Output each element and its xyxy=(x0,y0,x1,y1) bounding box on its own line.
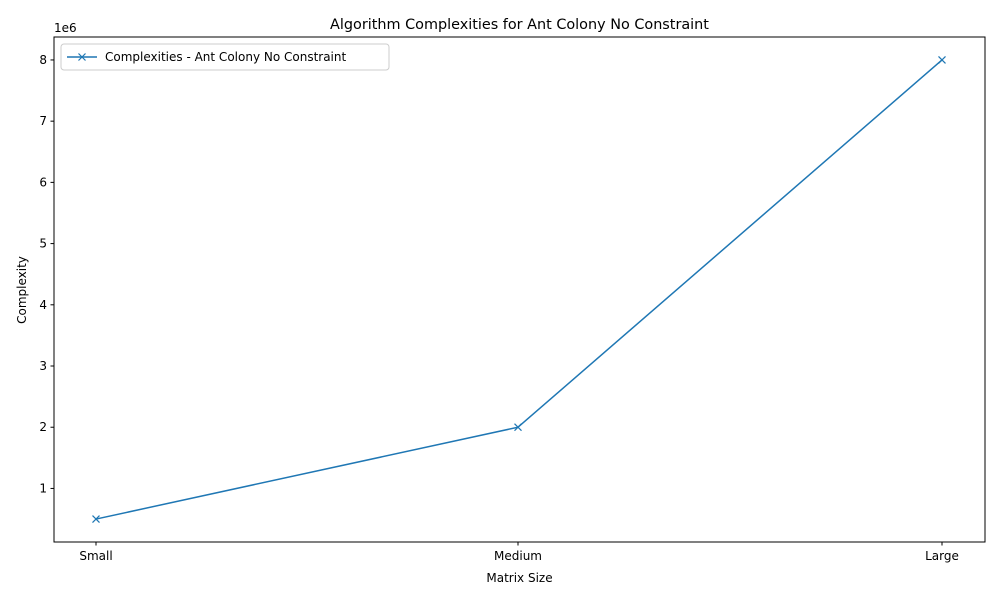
legend-x-marker xyxy=(78,53,86,61)
y-tick-label: 4 xyxy=(39,298,47,312)
x-tick-label: Medium xyxy=(494,549,542,563)
y-tick-label: 3 xyxy=(39,359,47,373)
series-line xyxy=(95,59,943,520)
y-tick-label: 1 xyxy=(39,481,47,495)
marker-stroke xyxy=(92,515,100,523)
y-tick-label: 8 xyxy=(39,53,47,67)
series-layer xyxy=(92,56,946,523)
x-tick-label: Large xyxy=(925,549,959,563)
x-tick-label: Small xyxy=(79,549,112,563)
marker-stroke xyxy=(938,56,946,64)
y-tick-label: 6 xyxy=(39,175,47,189)
y-axis-ticks: 1 2 3 4 5 6 7 8 xyxy=(39,53,54,495)
legend-entry-label: Complexities - Ant Colony No Constraint xyxy=(105,50,346,64)
x-axis-label: Matrix Size xyxy=(486,571,552,585)
data-point-marker xyxy=(92,515,100,523)
plot-area xyxy=(53,36,986,543)
legend-box xyxy=(60,43,390,71)
marker-stroke xyxy=(514,423,522,432)
chart-title: Algorithm Complexities for Ant Colony No… xyxy=(330,17,709,33)
legend: Complexities - Ant Colony No Constraint xyxy=(60,43,390,71)
y-tick-label: 5 xyxy=(39,237,47,251)
y-axis-offset-label: 1e6 xyxy=(54,21,77,35)
data-point-marker xyxy=(514,423,522,432)
y-axis-label: Complexity xyxy=(15,256,29,324)
legend-marker-stroke xyxy=(78,53,86,61)
y-tick-label: 7 xyxy=(39,114,47,128)
y-tick-label: 2 xyxy=(39,420,47,434)
x-axis-ticks: Small Medium Large xyxy=(79,542,959,563)
data-point-marker xyxy=(938,56,946,64)
